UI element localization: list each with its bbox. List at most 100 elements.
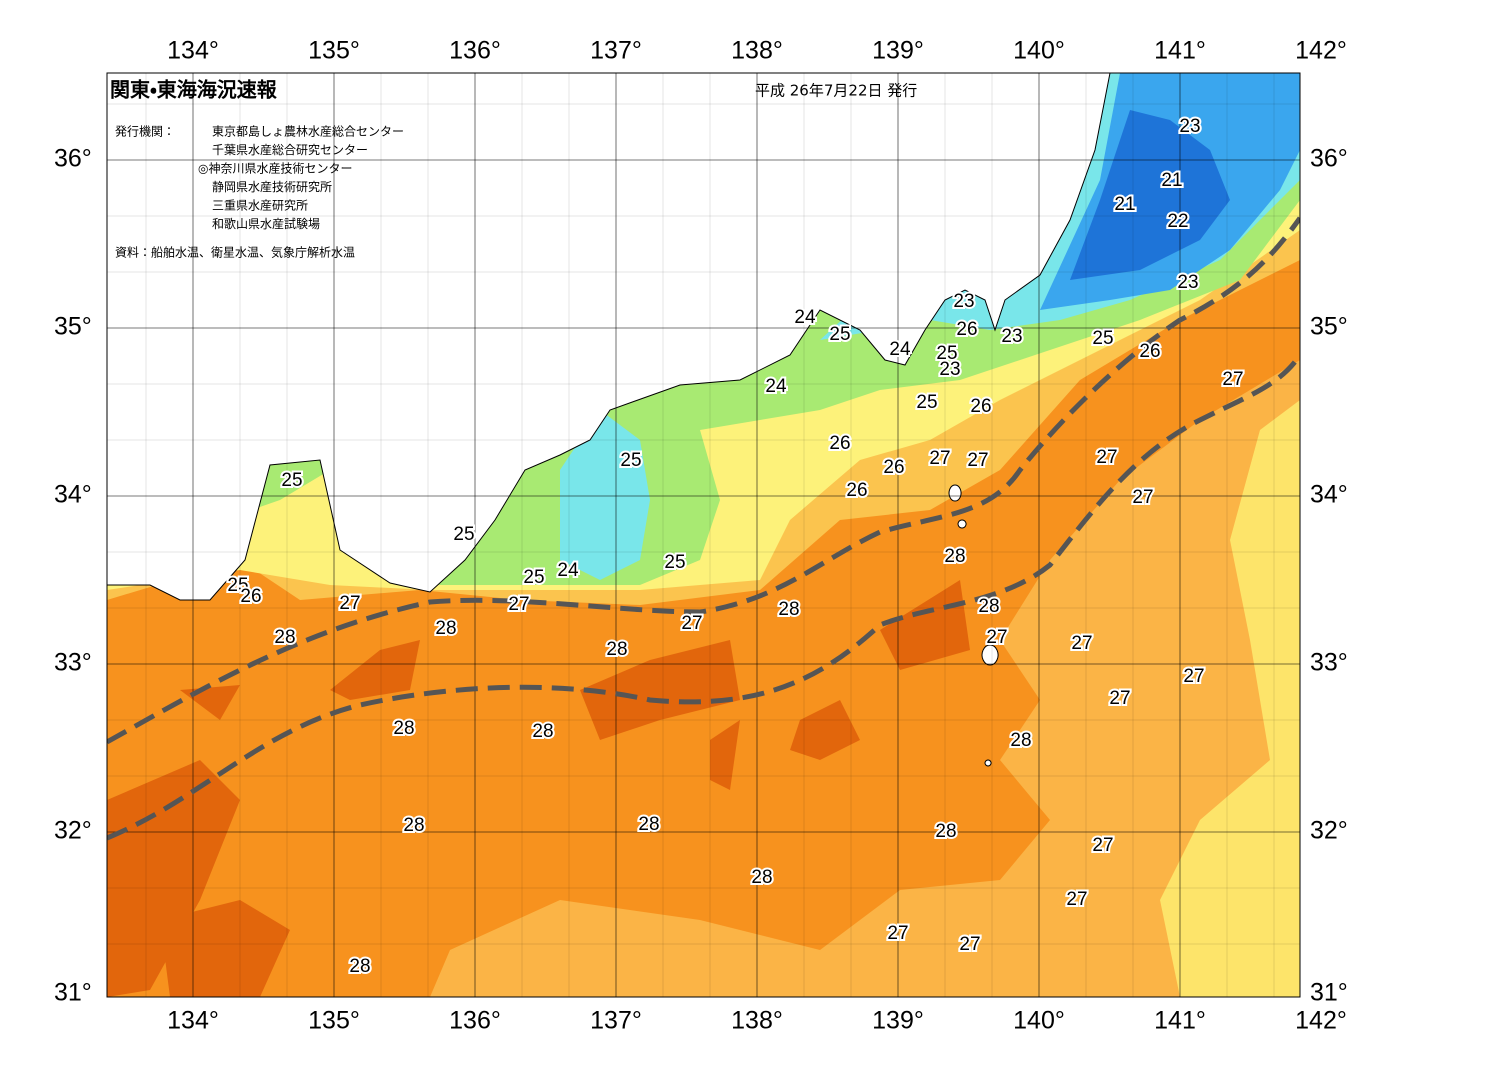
longitude-label: 139°: [872, 37, 924, 65]
sea-21: [1070, 110, 1230, 280]
longitude-label: 142°: [1295, 1007, 1347, 1035]
temperature-label: 27: [1071, 633, 1092, 654]
frame: [106, 72, 1301, 998]
longitude-label: 134°: [167, 1007, 219, 1035]
latitude-label: 35°: [1310, 313, 1348, 341]
sea-27: [430, 73, 1300, 997]
longitude-label: 137°: [590, 1007, 642, 1035]
temperature-label: 28: [349, 956, 370, 977]
temperature-label: 24: [889, 339, 911, 360]
temperature-label: 26: [883, 457, 904, 478]
latitude-label: 36°: [54, 145, 92, 173]
temperature-label: 21: [1114, 194, 1135, 215]
longitude-label: 138°: [731, 1007, 783, 1035]
temperature-label: 23: [1179, 116, 1200, 137]
temperature-label: 27: [1183, 666, 1204, 687]
temperature-label: 26: [829, 433, 850, 454]
sea-26: [1160, 73, 1300, 997]
temperature-label: 26: [1139, 341, 1160, 362]
temperature-label: 27: [1132, 487, 1153, 508]
temperature-label: 25: [281, 470, 302, 491]
kuroshio-front: [107, 216, 1300, 745]
temperature-label: 27: [508, 594, 529, 615]
issuer: 千葉県水産総合研究センター: [212, 142, 368, 157]
latitude-label: 36°: [1310, 145, 1348, 173]
temperature-label: 25: [453, 524, 474, 545]
issuer: 東京都島しょ農林水産総合センター: [212, 124, 404, 139]
temperature-label: 21: [1161, 170, 1182, 191]
temperature-label: 27: [959, 934, 980, 955]
temperature-label: 28: [435, 618, 456, 639]
temperature-label: 28: [935, 821, 956, 842]
issuers-label: 発行機関：: [115, 125, 175, 139]
latitude-label: 33°: [1310, 649, 1348, 677]
temperature-label: 28: [403, 815, 424, 836]
temperature-label: 25: [620, 450, 641, 471]
temperature-label: 28: [978, 596, 999, 617]
longitude-label: 140°: [1013, 1007, 1065, 1035]
sea: [107, 73, 1300, 997]
temperature-label: 24: [794, 307, 816, 328]
issuer: 三重県水産研究所: [212, 199, 308, 213]
temperature-label: 24: [557, 560, 579, 581]
temperature-label: 27: [986, 627, 1007, 648]
temperature-label: 27: [1222, 369, 1243, 390]
temperature-label: 23: [939, 359, 960, 380]
title: 関東・東海海況速報: [110, 78, 278, 102]
temperature-label: 28: [638, 814, 659, 835]
longitude-label: 141°: [1154, 1007, 1206, 1035]
temperature-label: 27: [1109, 688, 1130, 709]
temperature-label: 28: [606, 639, 627, 660]
temperature-label: 27: [887, 923, 908, 944]
island: [948, 484, 999, 767]
latitude-label: 33°: [54, 649, 92, 677]
latitude-label: 34°: [1310, 481, 1348, 509]
longitude-label: 140°: [1013, 37, 1065, 65]
fronts: [107, 216, 1300, 841]
date: 平成 26年7月22日 発行: [755, 82, 917, 100]
latitude-label: 34°: [54, 481, 92, 509]
temperature-label: 27: [339, 593, 360, 614]
temperature-label: 24: [765, 376, 787, 397]
temperature-label: 28: [274, 627, 295, 648]
grid: [107, 73, 1300, 997]
longitude-label: 141°: [1154, 37, 1206, 65]
latitude-label: 35°: [54, 313, 92, 341]
temperature-label: 25: [523, 567, 544, 588]
issuer: 静岡県水産技術研究所: [212, 179, 332, 194]
temperature-label: 22: [1167, 211, 1188, 232]
longitude-label: 136°: [449, 1007, 501, 1035]
temperature-label: 25: [664, 552, 685, 573]
longitude-label: 138°: [731, 37, 783, 65]
latitude-label: 32°: [54, 817, 92, 845]
latitude-label: 31°: [1310, 979, 1348, 1007]
temperature-label: 23: [1177, 272, 1198, 293]
temperature-label: 28: [532, 721, 553, 742]
temperature-label: 27: [1092, 835, 1113, 856]
temperature-label: 28: [751, 867, 772, 888]
temperature-label: 25: [936, 343, 957, 364]
temperature-label: 26: [846, 480, 867, 501]
temperature-label: 27: [929, 448, 950, 469]
temperature-label: 26: [956, 319, 977, 340]
temperature-label: 23: [953, 291, 974, 312]
temperature-label: 26: [240, 586, 261, 607]
longitude-label: 135°: [308, 1007, 360, 1035]
temperature-label: 23: [1001, 326, 1022, 347]
temperature-label: 28: [1010, 730, 1031, 751]
temperature-label: 27: [1066, 889, 1087, 910]
issuer: ◎神奈川県水産技術センター: [198, 161, 352, 176]
temperature-label: 25: [916, 392, 937, 413]
land: [107, 73, 1111, 601]
latitude-label: 32°: [1310, 817, 1348, 845]
temperature-label: 25: [227, 575, 248, 596]
temperature-label: 25: [1092, 328, 1113, 349]
longitude-label: 142°: [1295, 37, 1347, 65]
latitude-label: 31°: [54, 979, 92, 1007]
kuroshio-axis: [107, 353, 1300, 841]
longitude-label: 137°: [590, 37, 642, 65]
